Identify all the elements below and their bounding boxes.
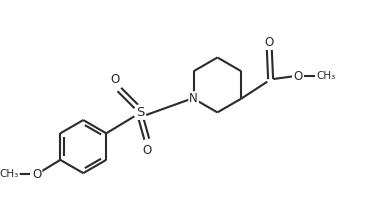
Text: O: O [32, 168, 42, 181]
Text: O: O [293, 70, 303, 83]
Text: O: O [142, 144, 151, 157]
Text: CH₃: CH₃ [316, 72, 335, 82]
Text: S: S [136, 106, 144, 119]
Text: O: O [265, 36, 274, 49]
Text: CH₃: CH₃ [0, 169, 19, 179]
Text: N: N [189, 92, 198, 105]
Text: O: O [111, 73, 120, 86]
